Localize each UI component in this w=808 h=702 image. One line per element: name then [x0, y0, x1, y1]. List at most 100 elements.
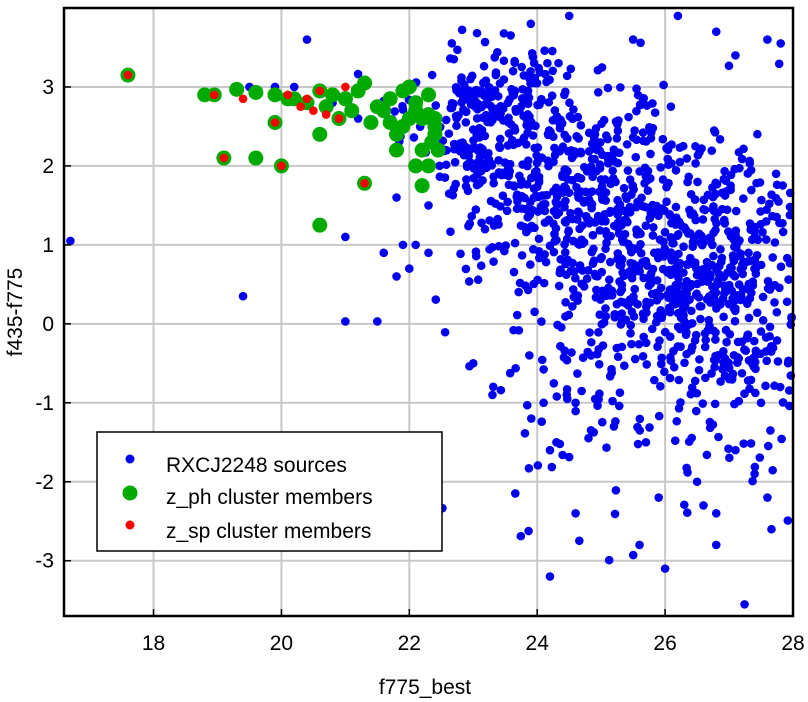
- data-point-source: [701, 335, 711, 345]
- data-point-source: [471, 205, 481, 214]
- data-point-source: [529, 279, 539, 289]
- data-point-source: [528, 205, 537, 215]
- data-point-source: [602, 131, 611, 140]
- data-point-source: [579, 198, 589, 207]
- data-point-source: [520, 429, 530, 438]
- data-point-source: [686, 389, 696, 399]
- data-point-z-sp: [270, 118, 280, 127]
- data-point-source: [770, 298, 779, 307]
- data-point-source: [548, 46, 557, 56]
- data-point-z-ph: [382, 114, 398, 130]
- data-point-source: [665, 373, 675, 383]
- data-point-source: [658, 134, 668, 144]
- data-point-source: [632, 135, 641, 145]
- data-point-source: [758, 227, 767, 237]
- data-point-source: [648, 99, 657, 108]
- data-point-source: [584, 147, 594, 156]
- data-point-source: [398, 240, 408, 250]
- data-point-source: [461, 118, 471, 127]
- data-point-source: [689, 211, 699, 221]
- data-point-source: [409, 133, 419, 142]
- data-point-source: [540, 46, 549, 55]
- data-point-source: [669, 362, 679, 372]
- data-point-source: [392, 272, 401, 281]
- data-point-source: [606, 179, 616, 189]
- data-point-source: [551, 224, 561, 233]
- data-point-z-sp: [123, 70, 133, 80]
- data-point-source: [461, 107, 471, 117]
- data-point-source: [678, 141, 688, 151]
- data-point-source: [770, 238, 780, 247]
- data-point-source: [709, 326, 719, 336]
- data-point-source: [540, 69, 550, 79]
- data-point-source: [555, 439, 565, 449]
- data-point-source: [593, 88, 603, 97]
- data-point-source: [728, 294, 737, 303]
- data-point-source: [698, 399, 708, 408]
- data-point-source: [633, 439, 643, 449]
- plot-frame: [62, 6, 795, 618]
- data-point-source: [604, 156, 614, 166]
- data-point-source: [585, 328, 594, 337]
- data-point-source: [591, 271, 601, 281]
- data-point-source: [561, 298, 570, 307]
- data-point-source: [571, 398, 580, 408]
- data-point-source: [564, 188, 574, 198]
- data-point-source: [783, 358, 793, 368]
- data-point-z-sp: [219, 153, 229, 163]
- data-point-source: [627, 339, 636, 349]
- data-point-source: [752, 178, 761, 188]
- data-point-source: [516, 531, 526, 541]
- data-point-source: [660, 367, 669, 377]
- x-tick-label: 22: [398, 632, 421, 655]
- data-point-source: [561, 312, 570, 321]
- data-point-source: [532, 158, 542, 168]
- data-point-source: [750, 462, 760, 472]
- data-point-source: [709, 251, 718, 261]
- data-point-source: [633, 422, 642, 432]
- data-point-source: [762, 356, 772, 366]
- data-point-source: [451, 82, 461, 92]
- data-point-source: [556, 255, 565, 264]
- data-point-source: [700, 342, 710, 352]
- data-point-source: [556, 266, 565, 275]
- data-point-source: [743, 330, 752, 340]
- y-tick-label: 2: [42, 155, 54, 178]
- data-point-source: [784, 275, 793, 284]
- data-point-source: [727, 375, 737, 384]
- data-point-source: [561, 218, 571, 227]
- data-point-source: [746, 439, 756, 448]
- data-point-source: [673, 11, 683, 21]
- data-point-source: [571, 406, 580, 416]
- data-point-source: [601, 188, 611, 197]
- data-point-source: [582, 167, 592, 176]
- data-point-source: [577, 221, 587, 230]
- data-point-source: [731, 51, 740, 60]
- data-point-source: [552, 392, 562, 401]
- data-point-source: [563, 134, 572, 143]
- data-point-source: [598, 150, 607, 160]
- data-point-source: [568, 302, 577, 311]
- data-point-source: [771, 169, 781, 179]
- data-point-source: [607, 286, 617, 295]
- data-point-source: [512, 310, 522, 320]
- data-point-source: [452, 121, 461, 131]
- data-point-source: [576, 121, 586, 130]
- data-point-source: [494, 220, 503, 229]
- data-point-source: [562, 385, 572, 394]
- data-point-source: [612, 343, 622, 353]
- y-tick-label: -2: [35, 471, 54, 494]
- data-point-source: [502, 206, 512, 216]
- data-point-source: [666, 356, 676, 366]
- data-point-source: [679, 288, 689, 298]
- data-point-source: [510, 125, 520, 135]
- data-point-source: [660, 227, 670, 237]
- data-point-source: [699, 501, 708, 510]
- data-point-source: [447, 39, 457, 48]
- data-point-source: [636, 38, 645, 48]
- data-point-source: [614, 148, 624, 158]
- data-point-source: [483, 154, 493, 163]
- data-point-source: [641, 338, 651, 348]
- data-point-source: [457, 98, 466, 107]
- data-point-source: [564, 452, 574, 462]
